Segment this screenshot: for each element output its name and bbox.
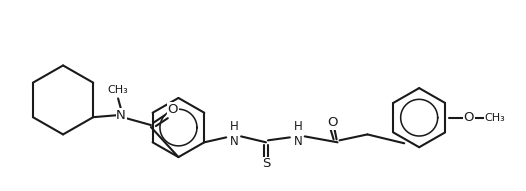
Text: CH₃: CH₃ (484, 113, 505, 123)
Text: O: O (168, 103, 178, 116)
Text: S: S (262, 158, 270, 171)
Text: H
N: H N (294, 121, 302, 148)
Text: O: O (463, 111, 474, 124)
Text: H
N: H N (230, 121, 238, 148)
Text: O: O (327, 116, 338, 129)
Text: CH₃: CH₃ (108, 85, 128, 95)
Text: N: N (116, 109, 126, 122)
